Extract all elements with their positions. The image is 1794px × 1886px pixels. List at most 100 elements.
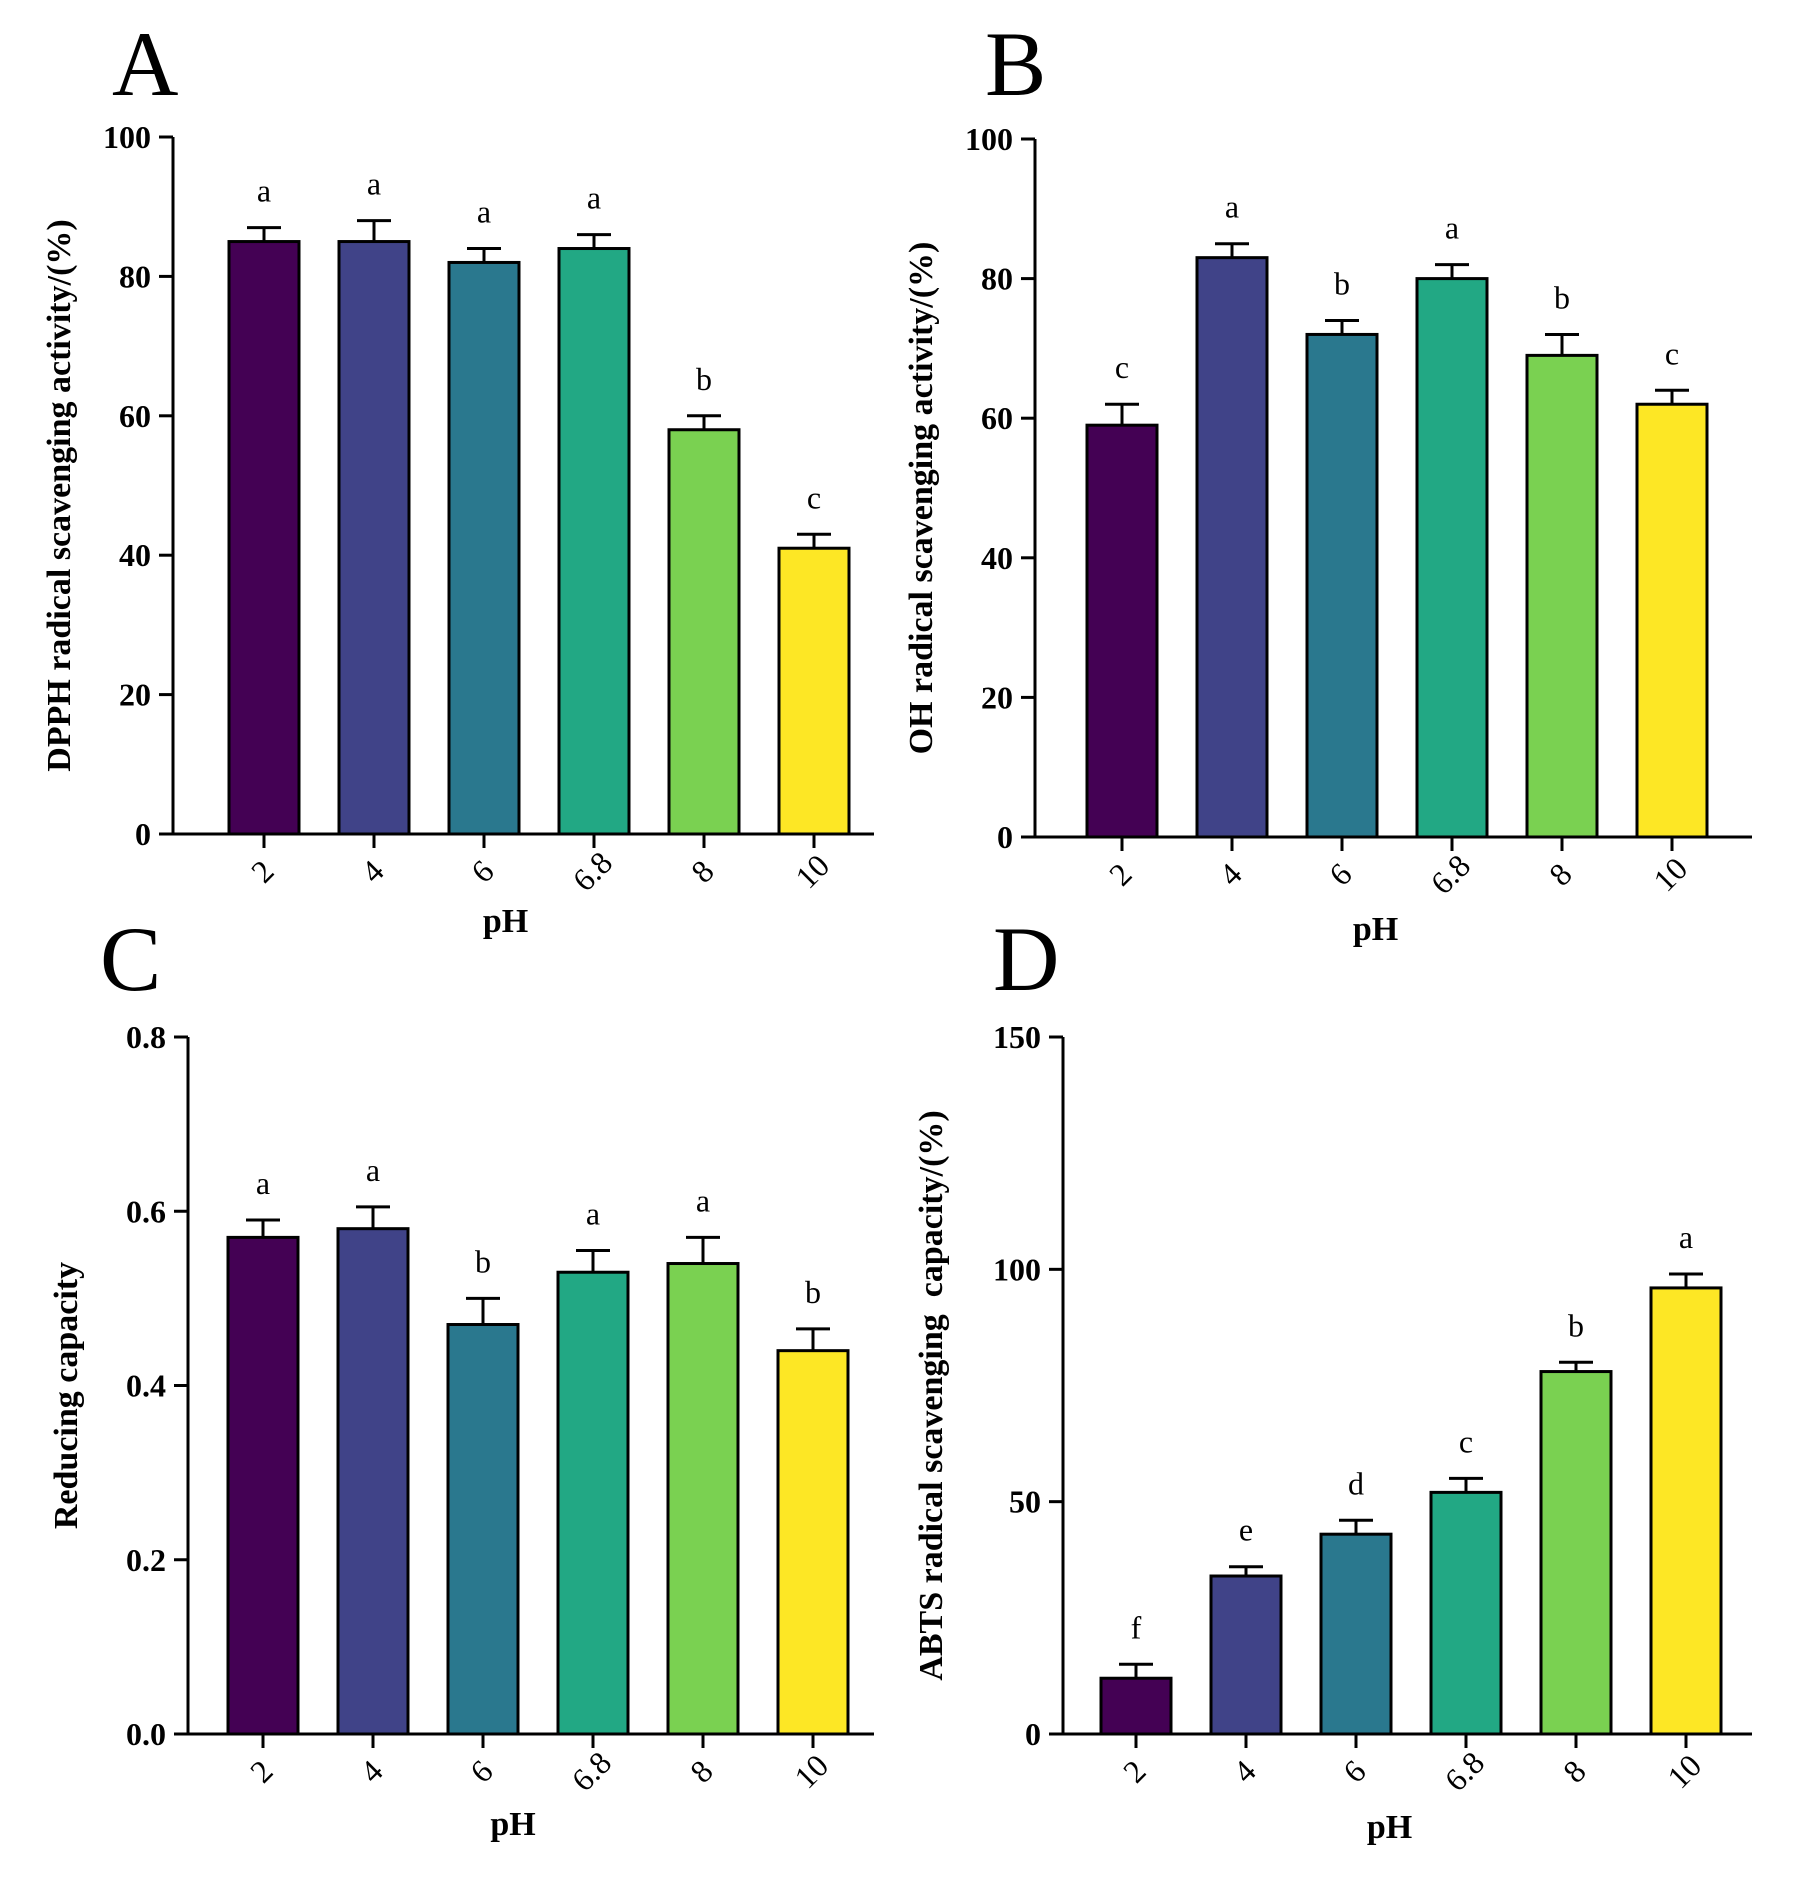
significance-label: a: [586, 1195, 600, 1231]
y-axis-title: OH radical scavenging activity/(%): [903, 242, 940, 755]
significance-label: a: [587, 180, 601, 216]
x-tick-label: 6.8: [1423, 847, 1477, 901]
error-bar: [466, 1296, 500, 1325]
bar-ph-6: [1305, 332, 1379, 839]
bar-ph-6-8: [1415, 277, 1489, 839]
x-tick-label: 10: [1646, 850, 1694, 898]
panel-letter: B: [985, 13, 1046, 115]
significance-label: a: [696, 1182, 710, 1218]
error-bar: [1449, 1476, 1483, 1493]
error-bar: [247, 226, 281, 242]
x-tick-label: 4: [1226, 1753, 1263, 1790]
bar-ph-4: [1195, 256, 1269, 839]
y-tick-label: 60: [119, 398, 151, 434]
y-axis-title: Reducing capacity: [48, 1262, 85, 1529]
x-axis-title: pH: [483, 903, 528, 940]
y-tick-label: 40: [981, 540, 1013, 576]
significance-label: b: [1568, 1307, 1584, 1343]
error-bar: [797, 532, 831, 549]
x-axis-title: pH: [1353, 911, 1398, 948]
significance-label: c: [807, 479, 821, 515]
significance-label: b: [1554, 279, 1570, 315]
bar-ph-2: [1099, 1676, 1173, 1736]
x-tick-label: 8: [684, 853, 721, 890]
x-tick-label: 6: [464, 853, 501, 890]
significance-label: a: [1445, 210, 1459, 246]
bar-ph-10: [1635, 402, 1709, 839]
y-tick-label: 0.0: [126, 1716, 166, 1752]
error-bar: [356, 1205, 390, 1229]
bar-ph-8: [667, 428, 741, 836]
y-axis-title: DPPH radical scavenging activity/(%): [41, 219, 78, 771]
bar-ph-6-8: [1429, 1490, 1503, 1736]
bar-ph-2: [1085, 423, 1159, 839]
y-tick-label: 0.8: [126, 1019, 166, 1055]
y-tick-label: 100: [103, 119, 151, 155]
panel-a: A 0 20 40 60 80 100 2 a 4 a 6 a 6.8 a 8 b 10 c pH DPPH radic…: [41, 13, 874, 940]
significance-label: b: [805, 1274, 821, 1310]
x-tick-label: 2: [1102, 856, 1139, 893]
bar-ph-6-8: [557, 247, 631, 836]
panel-b: B 0 20 40 60 80 100 2 c 4 a 6 b 6.8 a 8 b 10 c pH OH radical…: [903, 13, 1752, 948]
error-bar: [1669, 1272, 1703, 1288]
bar-ph-8: [1525, 353, 1599, 839]
y-tick-label: 40: [119, 537, 151, 573]
bar-ph-10: [776, 1349, 850, 1736]
y-tick-label: 60: [981, 400, 1013, 436]
x-tick-label: 6: [1336, 1753, 1373, 1790]
y-tick-label: 50: [1009, 1484, 1041, 1520]
x-tick-label: 4: [354, 853, 391, 890]
error-bar: [686, 1235, 720, 1264]
bar-ph-4: [337, 240, 411, 836]
x-tick-label: 2: [1116, 1753, 1153, 1790]
x-tick-label: 8: [1556, 1753, 1593, 1790]
error-bar: [576, 1248, 610, 1273]
y-tick-label: 0: [1025, 1716, 1041, 1752]
y-tick-label: 80: [119, 258, 151, 294]
bar-ph-4: [336, 1227, 410, 1736]
y-tick-label: 80: [981, 261, 1013, 297]
bar-ph-6-8: [556, 1270, 630, 1736]
significance-label: a: [257, 173, 271, 209]
significance-label: a: [1225, 189, 1239, 225]
x-tick-label: 8: [683, 1753, 720, 1790]
error-bar: [1229, 1565, 1263, 1577]
significance-label: d: [1348, 1465, 1364, 1501]
y-tick-label: 0.2: [126, 1542, 166, 1578]
x-axis-title: pH: [490, 1806, 535, 1843]
error-bar: [357, 219, 391, 242]
x-tick-label: 10: [788, 847, 836, 895]
significance-label: e: [1239, 1512, 1253, 1548]
panel-letter: A: [112, 13, 178, 115]
x-tick-label: 2: [243, 1753, 280, 1790]
panel-letter: C: [100, 908, 161, 1010]
x-tick-label: 6.8: [1437, 1744, 1491, 1798]
bar-ph-10: [1649, 1286, 1723, 1736]
bar-ph-8: [1539, 1370, 1613, 1736]
panel-d: D 0 50 100 150 2 f 4 e 6 d 6.8 c 8 b 10 a pH ABTS radical …: [913, 908, 1752, 1846]
x-tick-label: 6: [463, 1753, 500, 1790]
significance-label: c: [1459, 1423, 1473, 1459]
significance-label: a: [367, 166, 381, 202]
error-bar: [1655, 388, 1689, 405]
x-tick-label: 10: [787, 1747, 835, 1795]
y-tick-label: 150: [993, 1019, 1041, 1055]
y-tick-label: 100: [993, 1251, 1041, 1287]
y-tick-label: 0.4: [126, 1368, 166, 1404]
y-tick-label: 0.6: [126, 1193, 166, 1229]
error-bar: [1545, 332, 1579, 356]
error-bar: [1105, 402, 1139, 426]
x-tick-label: 6.8: [565, 844, 619, 898]
bar-ph-6: [446, 1323, 520, 1736]
y-tick-label: 0: [997, 819, 1013, 855]
x-tick-label: 8: [1542, 856, 1579, 893]
bar-ph-10: [777, 546, 851, 836]
error-bar: [1339, 1518, 1373, 1535]
y-tick-label: 20: [981, 679, 1013, 715]
x-axis-title: pH: [1367, 1809, 1412, 1846]
bar-ph-6: [447, 260, 521, 836]
y-axis-title: ABTS radical scavenging capacity/(%): [913, 1110, 950, 1680]
x-tick-label: 6: [1322, 856, 1359, 893]
bar-ph-2: [226, 1235, 300, 1736]
